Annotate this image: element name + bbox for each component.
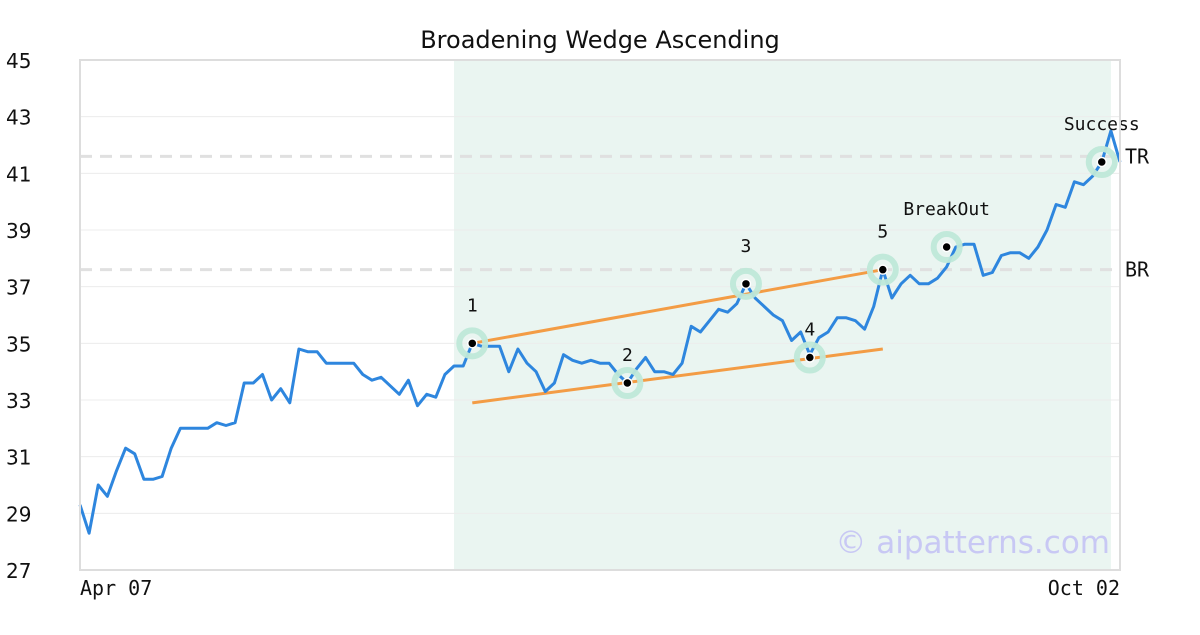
pivot-dot [622, 377, 633, 389]
pivot-label: BreakOut [903, 199, 990, 220]
price-line [78, 129, 1122, 535]
x-tick-label-end: Oct 02 [1048, 576, 1120, 600]
y-tick-label: 43 [6, 106, 31, 130]
y-tick-label: 33 [6, 389, 31, 413]
level-label-tr: TR [1125, 144, 1150, 168]
y-tick-label: 35 [6, 332, 31, 356]
grid-layer [80, 116, 1120, 514]
pivot-label: 4 [804, 320, 815, 341]
pattern-region-layer [454, 60, 1111, 570]
pivot-label: 2 [622, 345, 633, 366]
level-label-br: BR [1125, 258, 1150, 282]
pivot-dot [941, 241, 952, 253]
chart-title: Broadening Wedge Ascending [420, 26, 780, 54]
x-tick-label-start: Apr 07 [80, 576, 152, 600]
pivot-label: 3 [741, 236, 752, 257]
pivot-label: 1 [467, 295, 478, 316]
y-tick-label: 37 [6, 276, 31, 300]
pivot-ring [611, 367, 644, 399]
pivot-dot [877, 264, 889, 275]
y-tick-label: 41 [6, 162, 31, 186]
pivot-dot [467, 338, 478, 349]
watermark: © aipatterns.com [835, 525, 1110, 561]
trendline-upper [472, 268, 884, 345]
price-layer [78, 129, 1122, 535]
y-tick-label: 29 [6, 502, 31, 526]
y-tick-label: 27 [6, 559, 31, 583]
pivot-ring [930, 231, 963, 263]
plot-frame [79, 59, 1121, 571]
levels-layer: TR BR [80, 144, 1150, 282]
pivot-label: 5 [877, 222, 888, 243]
pivot-label: Success [1064, 114, 1140, 135]
pivot-ring [793, 341, 826, 374]
y-tick-label: 45 [6, 49, 31, 73]
pattern-region [454, 60, 1111, 570]
y-tick-label: 31 [6, 446, 31, 470]
pivot-ring [866, 253, 899, 286]
y-tick-label: 39 [6, 219, 31, 243]
pivot-ring [1085, 146, 1118, 178]
pivot-dot [1096, 156, 1108, 168]
pivot-dot [740, 278, 752, 290]
pivot-ring [729, 267, 762, 300]
pivot-ring [456, 327, 489, 360]
pivot-dot [804, 352, 816, 363]
